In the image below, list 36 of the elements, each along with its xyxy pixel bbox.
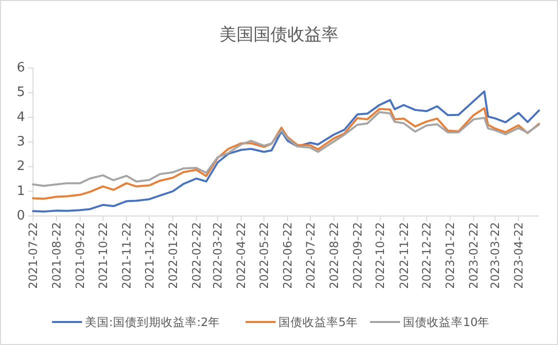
y-tick-label: 2 <box>16 159 25 174</box>
y-tick-label: 5 <box>16 85 25 100</box>
x-tick-label: 2022-02-22 <box>189 222 204 289</box>
x-tick-label: 2022-05-22 <box>256 222 271 289</box>
legend-label: 国债收益率10年 <box>403 315 490 330</box>
x-tick-label: 2022-10-22 <box>373 222 388 289</box>
x-tick-label: 2022-07-22 <box>303 222 318 289</box>
legend-label: 国债收益率5年 <box>278 315 358 330</box>
x-tick-label: 2023-03-22 <box>488 222 502 289</box>
x-tick-label: 2021-10-22 <box>96 222 110 289</box>
y-tick-label: 3 <box>16 134 25 150</box>
x-tick-label: 2022-12-22 <box>420 222 434 289</box>
x-tick-label: 2022-03-22 <box>210 222 225 289</box>
x-tick-label: 2023-02-22 <box>466 222 481 289</box>
x-tick-label: 2022-06-22 <box>280 222 295 289</box>
x-tick-label: 2021-08-22 <box>50 222 64 289</box>
line-series <box>32 90 540 213</box>
line-series <box>32 107 540 200</box>
y-tick-label: 1 <box>16 184 25 199</box>
y-tick-label: 4 <box>16 110 25 125</box>
x-tick-label: 2021-07-22 <box>26 222 40 289</box>
x-tick-label: 2023-01-22 <box>443 222 458 289</box>
x-tick-label: 2022-09-22 <box>350 222 364 289</box>
y-tick-label: 6 <box>16 60 25 76</box>
x-tick-label: 2021-09-22 <box>73 222 88 289</box>
y-tick-label: 0 <box>16 208 25 224</box>
x-tick-label: 2023-04-22 <box>512 222 526 289</box>
x-tick-label: 2021-12-22 <box>142 222 156 289</box>
x-tick-label: 2022-11-22 <box>396 222 411 289</box>
x-tick-label: 2022-08-22 <box>326 222 341 289</box>
chart-title: 美国国债收益率 <box>220 25 338 45</box>
line-series <box>32 111 540 187</box>
x-tick-label: 2021-11-22 <box>119 222 134 289</box>
x-tick-label: 2022-01-22 <box>166 222 180 289</box>
legend-label: 美国:国债到期收益率:2年 <box>85 315 220 330</box>
x-tick-label: 2022-04-22 <box>234 222 248 289</box>
